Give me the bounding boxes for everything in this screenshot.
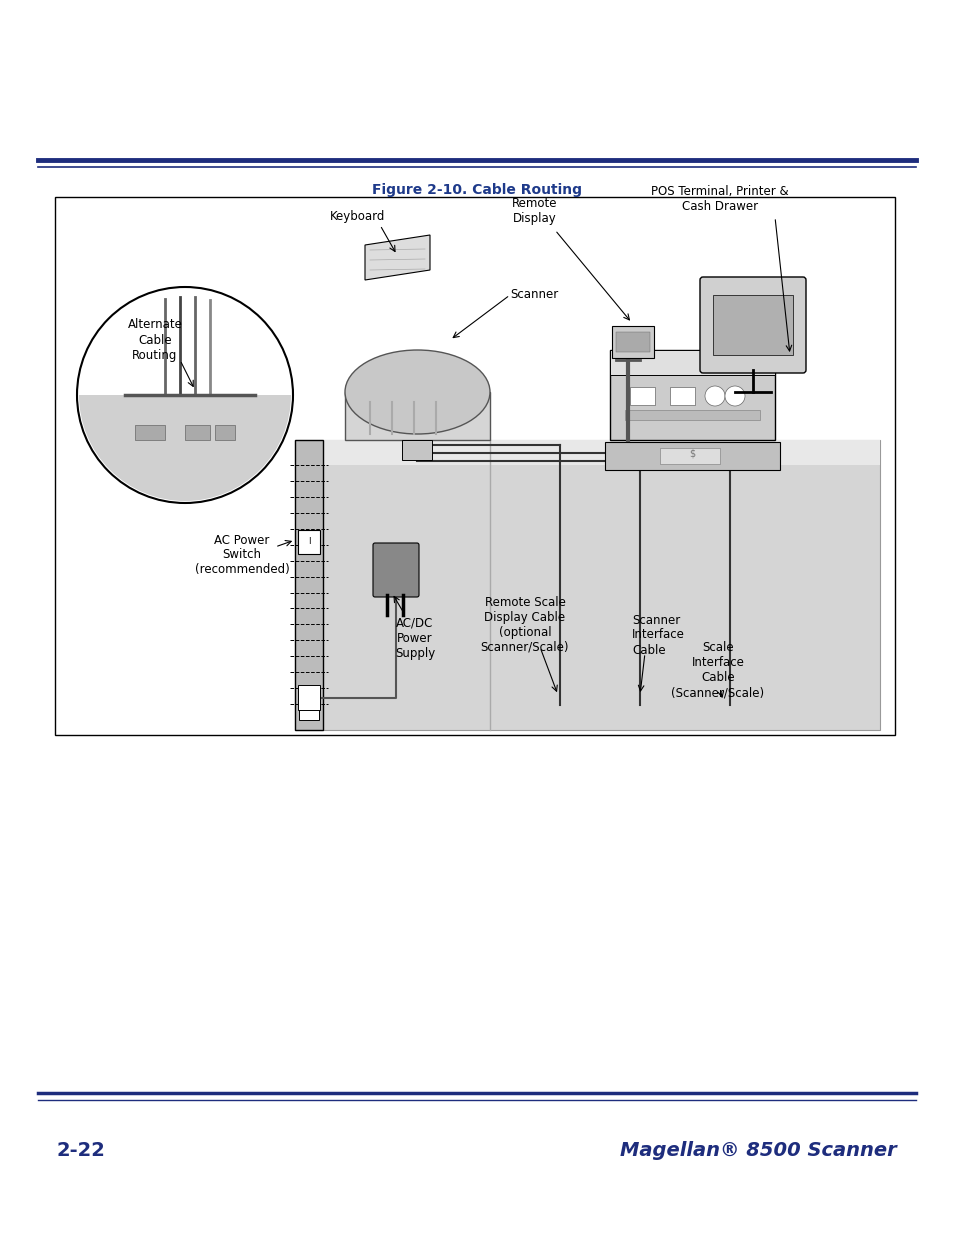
Polygon shape bbox=[365, 235, 430, 280]
Text: 2-22: 2-22 bbox=[57, 1140, 106, 1160]
Bar bbox=[297, 530, 319, 553]
FancyBboxPatch shape bbox=[700, 277, 805, 373]
Bar bbox=[624, 410, 760, 420]
Bar bbox=[294, 440, 323, 730]
Text: Magellan® 8500 Scanner: Magellan® 8500 Scanner bbox=[619, 1140, 896, 1160]
Text: Scale
Interface
Cable
(Scanner/Scale): Scale Interface Cable (Scanner/Scale) bbox=[671, 641, 763, 699]
Bar bbox=[298, 700, 318, 720]
Text: Figure 2-10. Cable Routing: Figure 2-10. Cable Routing bbox=[372, 183, 581, 198]
Text: POS Terminal, Printer &
Cash Drawer: POS Terminal, Printer & Cash Drawer bbox=[651, 185, 788, 212]
Bar bbox=[297, 685, 319, 710]
Wedge shape bbox=[79, 395, 291, 501]
Bar bbox=[616, 332, 649, 352]
Bar bbox=[659, 448, 720, 464]
Text: AC/DC
Power
Supply: AC/DC Power Supply bbox=[395, 618, 435, 659]
Text: Keyboard: Keyboard bbox=[330, 210, 385, 224]
Text: I: I bbox=[308, 537, 310, 546]
Bar bbox=[612, 326, 654, 358]
Bar bbox=[55, 198, 894, 735]
FancyBboxPatch shape bbox=[373, 543, 418, 597]
Bar bbox=[294, 440, 879, 730]
Bar bbox=[604, 442, 780, 471]
Bar bbox=[629, 387, 655, 405]
Bar bbox=[135, 425, 165, 440]
Circle shape bbox=[704, 387, 724, 406]
Bar bbox=[185, 425, 210, 440]
Bar bbox=[609, 350, 774, 440]
Text: Scanner
Interface
Cable: Scanner Interface Cable bbox=[631, 614, 684, 657]
Circle shape bbox=[75, 285, 294, 505]
Text: Scanner: Scanner bbox=[510, 289, 558, 301]
Text: Remote Scale
Display Cable
(optional
Scanner/Scale): Remote Scale Display Cable (optional Sca… bbox=[480, 597, 569, 655]
Bar bbox=[712, 295, 792, 354]
Text: Remote
Display: Remote Display bbox=[512, 198, 558, 225]
Text: $: $ bbox=[688, 450, 695, 459]
Bar bbox=[294, 440, 879, 466]
Bar bbox=[669, 387, 695, 405]
Bar bbox=[214, 425, 234, 440]
Bar bbox=[609, 350, 774, 375]
Bar bbox=[345, 391, 490, 440]
Text: AC Power
Switch
(recommended): AC Power Switch (recommended) bbox=[194, 534, 289, 577]
Bar bbox=[401, 440, 432, 459]
Circle shape bbox=[724, 387, 744, 406]
Text: Alternate
Cable
Routing: Alternate Cable Routing bbox=[128, 319, 182, 362]
Ellipse shape bbox=[345, 350, 490, 433]
